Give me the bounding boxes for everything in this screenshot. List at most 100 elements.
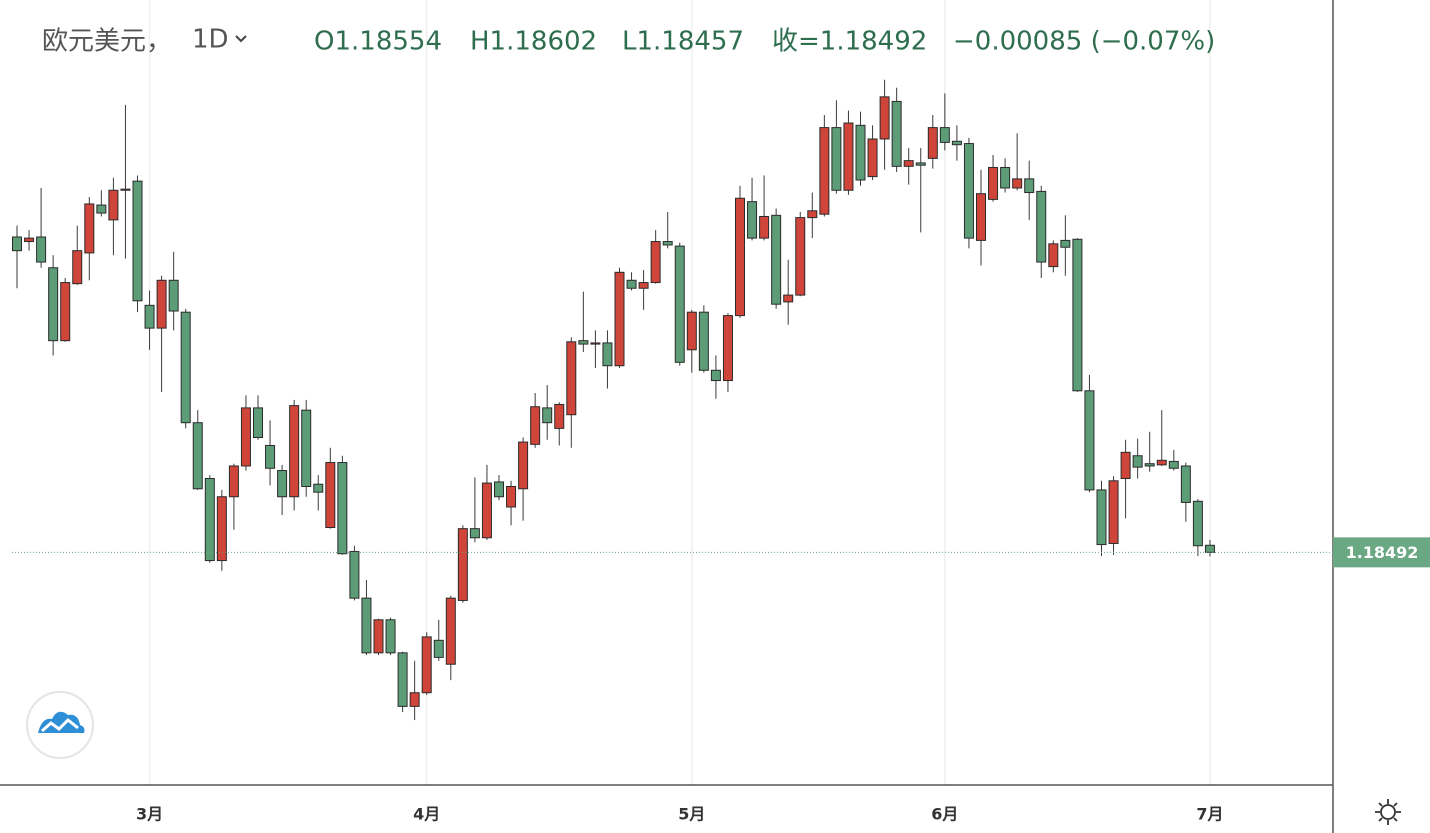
candle-body — [1072, 238, 1083, 392]
candle-body — [1024, 178, 1035, 194]
candle-body — [192, 422, 203, 490]
candle-body — [120, 188, 131, 191]
candle-body — [216, 496, 227, 562]
settings-rays[interactable] — [1375, 799, 1401, 825]
interval[interactable]: 1D — [192, 25, 229, 55]
logo-cloud[interactable] — [38, 711, 85, 733]
low-label: L1.18457 — [622, 27, 744, 57]
candle-body — [289, 405, 300, 498]
candle-body — [385, 619, 396, 654]
candle-body — [1120, 451, 1131, 480]
change-label: −0.00085 (−0.07%) — [953, 27, 1215, 57]
candle-body — [204, 478, 215, 562]
candle-body — [578, 340, 589, 345]
candle-body — [156, 279, 167, 329]
candle-body — [1084, 390, 1095, 491]
candle-body — [421, 636, 432, 694]
candle-body — [1168, 460, 1179, 469]
candle-body — [602, 342, 613, 367]
candle-body — [72, 250, 83, 285]
candle-body — [1000, 166, 1011, 189]
candle-body — [867, 138, 878, 178]
candle-body — [951, 140, 962, 146]
candle-body — [819, 127, 830, 215]
logo[interactable] — [26, 691, 94, 759]
candle-body — [915, 162, 926, 166]
axes: 3月 4月 5月 6月 7月 1.18492 — [12, 537, 1430, 824]
candle-body — [831, 127, 842, 191]
candle-body — [240, 407, 251, 467]
candle-body — [963, 143, 974, 239]
x-tick-label: 3月 — [136, 805, 163, 824]
candle-body — [96, 204, 107, 214]
interval-chevron[interactable] — [235, 35, 247, 43]
candle-body — [662, 241, 673, 246]
candle-body — [1096, 489, 1107, 546]
candle-body — [337, 462, 348, 555]
candle-body — [698, 311, 709, 371]
candle-body — [144, 304, 155, 329]
candle-body — [445, 597, 456, 665]
candle-body — [674, 245, 685, 363]
candle-body — [976, 193, 986, 241]
candle-body — [1012, 178, 1023, 189]
candle-body — [722, 315, 733, 382]
candle-body — [626, 279, 637, 289]
candle-body — [1132, 455, 1143, 468]
candle-body — [771, 214, 782, 305]
candle-body — [24, 237, 35, 243]
candle-body — [36, 236, 47, 263]
header: 欧元美元， 1D O1.18554 H1.18602 L1.18457 收=1.… — [42, 25, 1215, 57]
candle-body — [409, 692, 420, 707]
candle-body — [650, 241, 661, 284]
candle-body — [891, 100, 902, 167]
candle-body — [988, 166, 999, 200]
candles — [12, 79, 1215, 721]
candle-body — [506, 485, 517, 508]
candle-body — [686, 311, 697, 351]
candle-body — [361, 597, 372, 654]
candle-body — [843, 122, 854, 191]
candle-body — [1036, 190, 1047, 263]
candle-body — [180, 311, 191, 424]
candle-body — [795, 217, 806, 296]
candle-body — [228, 465, 239, 498]
candle-body — [1156, 459, 1167, 466]
candle-body — [1204, 544, 1215, 553]
settings-circle[interactable] — [1380, 804, 1396, 820]
candle-body — [554, 403, 565, 429]
candle-body — [747, 201, 758, 239]
candle-body — [84, 203, 95, 254]
candle-body — [530, 406, 541, 445]
x-tick-label: 5月 — [678, 805, 705, 824]
high-label: H1.18602 — [470, 27, 597, 57]
candle-body — [349, 550, 360, 599]
candle-body — [469, 528, 480, 539]
logo-line[interactable] — [41, 717, 79, 733]
candle-body — [614, 271, 625, 367]
candle-body — [168, 279, 179, 312]
candle-body — [132, 180, 143, 302]
candle-body — [1192, 500, 1203, 547]
candle-body — [397, 652, 408, 707]
candle-body — [1060, 239, 1071, 248]
last-price-box — [1333, 537, 1430, 568]
candle-body — [481, 482, 492, 539]
candle-body — [108, 189, 119, 221]
candle-body — [566, 341, 577, 416]
last-price-label: 1.18492 — [1346, 543, 1419, 562]
candle-body — [710, 369, 721, 382]
candle-body — [1180, 465, 1191, 503]
symbol[interactable]: 欧元美元， — [42, 27, 172, 57]
candle-body — [855, 124, 866, 181]
candle-body — [433, 639, 444, 658]
candle-body — [783, 294, 794, 303]
candle-body — [1108, 480, 1119, 544]
candle-body — [903, 160, 914, 167]
candle-body — [518, 441, 529, 490]
candle-body — [927, 127, 938, 159]
settings-icon[interactable] — [1375, 799, 1401, 825]
candle-body — [542, 407, 553, 424]
